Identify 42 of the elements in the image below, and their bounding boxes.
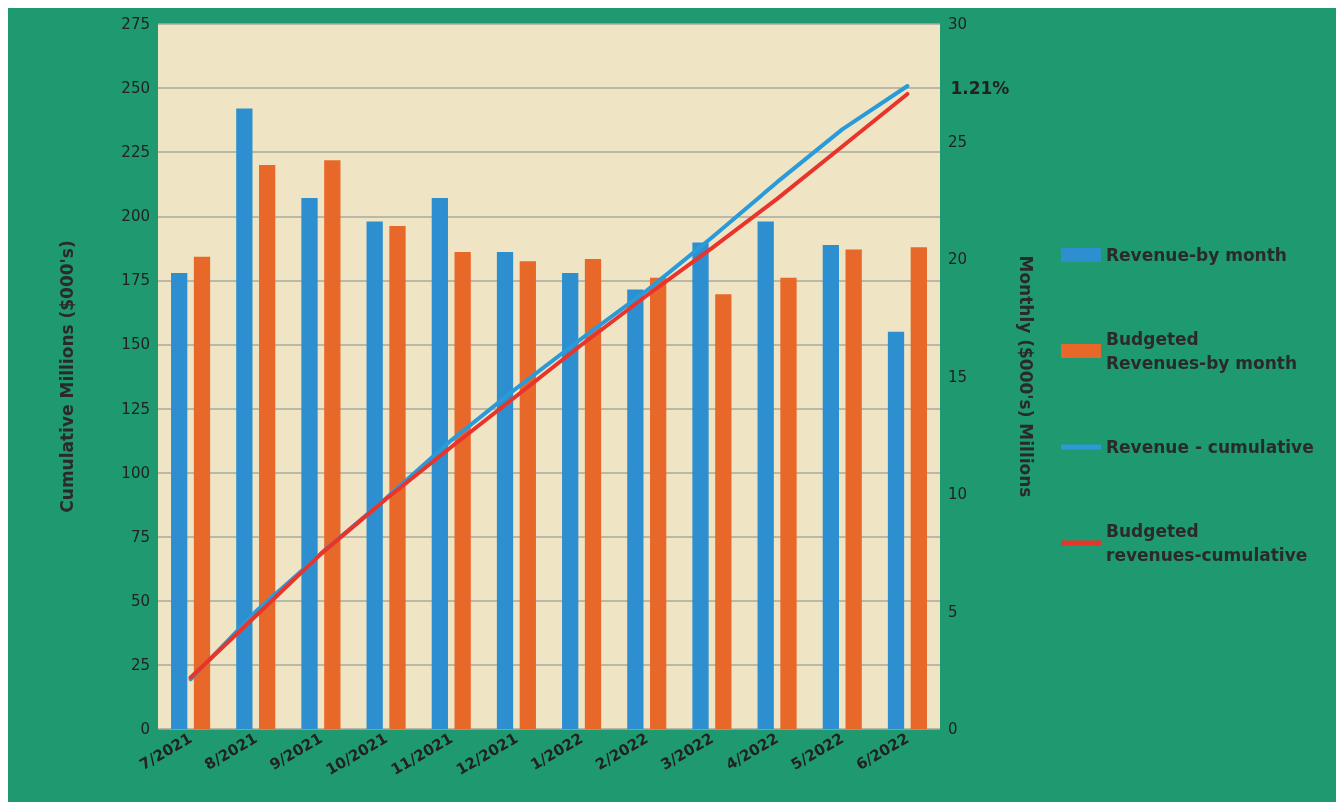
y2-tick-label: 20 (948, 250, 968, 268)
bar (519, 261, 536, 729)
bar (389, 226, 406, 729)
bar (584, 259, 602, 729)
y2-tick-label: 30 (948, 15, 968, 33)
bar (171, 273, 188, 729)
y-tick-label: 75 (130, 527, 150, 546)
y-tick-label: 175 (121, 271, 150, 290)
legend-label: Revenue - cumulative (1106, 437, 1314, 457)
annotation: 1.21% (950, 78, 1010, 99)
legend-label: Budgeted Revenues-by month (1106, 329, 1298, 373)
y-axis-title: Cumulative Millions ($000's) (57, 240, 77, 513)
y-tick-label: 150 (121, 335, 150, 354)
bar (822, 244, 839, 729)
y2-tick-label: 0 (948, 720, 958, 738)
bar (887, 331, 905, 729)
bar (715, 294, 732, 729)
bar (910, 247, 927, 729)
y2-tick-label: 15 (948, 367, 968, 386)
y-tick-label: 50 (130, 591, 150, 610)
bar (193, 256, 211, 729)
y-tick-label: 100 (121, 463, 150, 482)
bar (845, 249, 862, 729)
bar (324, 160, 341, 729)
y2-tick-label: 10 (948, 485, 968, 503)
y-tick-label: 25 (130, 655, 150, 674)
y2-tick-label: 25 (948, 132, 968, 151)
y2-tick-label: 5 (948, 602, 958, 621)
y-tick-label: 0 (140, 720, 150, 738)
legend-label: Revenue-by month (1106, 245, 1287, 265)
y-tick-label: 125 (121, 399, 150, 418)
y-tick-label: 200 (121, 207, 150, 226)
legend-label: Budgeted revenues-cumulative (1106, 521, 1308, 565)
y-tick-label: 275 (121, 15, 150, 33)
y-tick-label: 250 (121, 79, 150, 98)
bar (259, 165, 276, 729)
y-tick-label: 225 (121, 143, 150, 162)
bar (650, 277, 667, 729)
y2-axis-title: Monthly ($000's) Millions (1016, 255, 1036, 498)
bar (780, 277, 797, 729)
bar (757, 221, 774, 729)
bar (454, 251, 471, 729)
